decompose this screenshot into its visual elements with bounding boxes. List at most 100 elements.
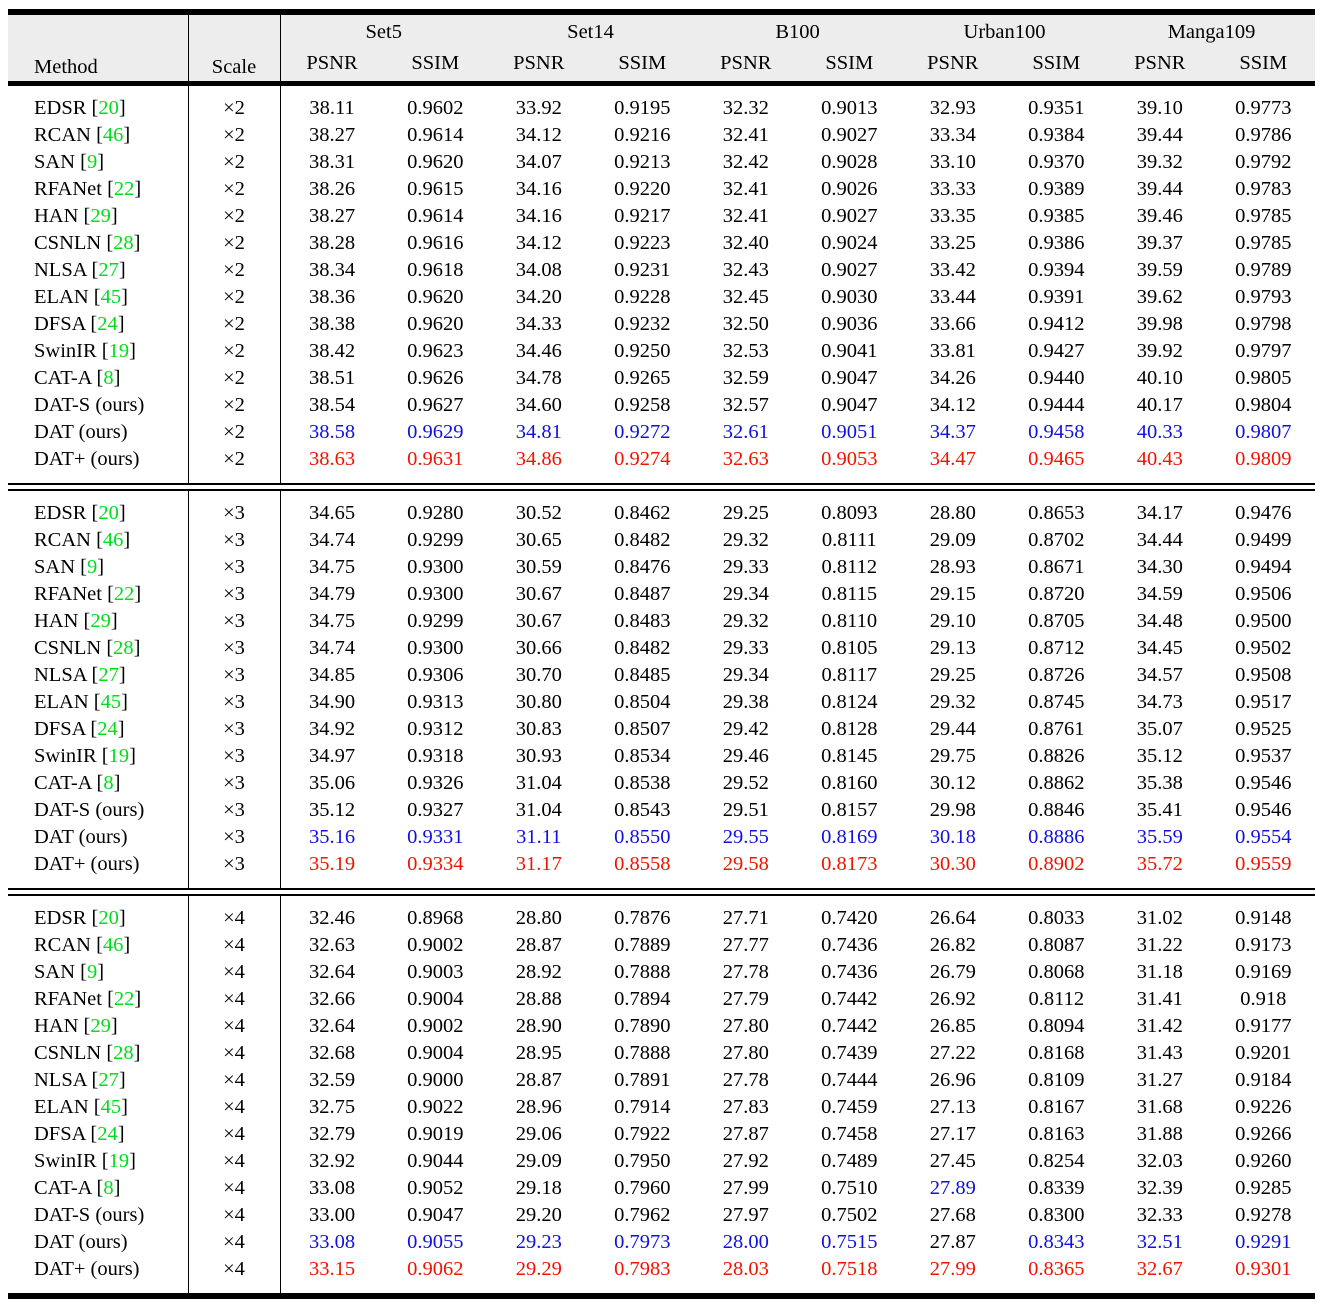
value-cell: 32.68: [279, 1040, 384, 1067]
value-cell: 0.9616: [407, 232, 464, 254]
value-cell: 0.7888: [614, 961, 671, 983]
method-cell: HAN [29]: [34, 610, 118, 632]
value-cell: 31.68: [1136, 1096, 1183, 1118]
scale-cell: ×2: [187, 203, 280, 230]
value-cell: 31.11: [516, 826, 562, 848]
header-row-datasets: Method Scale Set5 Set14 B100 Urban100 Ma…: [8, 12, 1316, 86]
value-cell: 39.44: [1136, 178, 1183, 200]
value-cell: 0.7444: [821, 1069, 878, 1091]
value-cell: 27.45: [929, 1150, 976, 1172]
value-cell: 0.7442: [821, 1015, 878, 1037]
table-row: CAT-A [8] ×4 33.08 0.9052 29.18 0.7960 27.99 0.…: [8, 1175, 1315, 1202]
value-cell: 26.85: [929, 1015, 976, 1037]
value-cell: 34.08: [515, 259, 562, 281]
value-cell: 39.59: [1136, 259, 1183, 281]
results-table-body: EDSR [20] ×2 38.11 0.9602 33.92 0.9195 32.32 0.…: [8, 83, 1316, 1296]
scale-cell: ×3: [187, 851, 280, 889]
value-cell: 0.9300: [407, 556, 464, 578]
method-cell: SwinIR [19]: [34, 1150, 136, 1172]
results-table: Method Scale Set5 Set14 B100 Urban100 Ma…: [8, 9, 1316, 1299]
value-cell: 0.9385: [1028, 205, 1085, 227]
method-cell: ELAN [45]: [34, 286, 128, 308]
value-cell: 0.9631: [407, 448, 464, 470]
value-cell: 40.43: [1136, 448, 1183, 470]
method-cell: NLSA [27]: [34, 664, 126, 686]
value-cell: 0.8968: [407, 907, 464, 929]
value-cell: 0.9313: [407, 691, 464, 713]
value-cell: 0.8160: [821, 772, 878, 794]
value-cell: 28.00: [722, 1231, 769, 1253]
value-cell: 31.22: [1136, 934, 1183, 956]
value-cell: 39.46: [1136, 205, 1183, 227]
value-cell: 0.9508: [1235, 664, 1292, 686]
value-cell: 31.17: [515, 853, 562, 875]
col-header-ssim: SSIM: [590, 46, 695, 86]
value-cell: 0.7914: [614, 1096, 671, 1118]
value-cell: 28.87: [515, 1069, 562, 1091]
value-cell: 34.33: [515, 313, 562, 335]
table-row: ELAN [45] ×3 34.90 0.9313 30.80 0.8504 29.38 0.…: [8, 689, 1315, 716]
value-cell: 0.9444: [1028, 394, 1085, 416]
value-cell: 38.28: [279, 230, 384, 257]
value-cell: 31.41: [1136, 988, 1183, 1010]
citation-number: 24: [97, 1123, 118, 1145]
value-cell: 0.9291: [1235, 1231, 1292, 1253]
value-cell: 38.63: [279, 446, 384, 484]
value-cell: 27.89: [929, 1177, 976, 1199]
value-cell: 40.10: [1136, 367, 1183, 389]
citation-number: 28: [113, 232, 134, 254]
value-cell: 33.08: [279, 1229, 384, 1256]
value-cell: 0.9525: [1235, 718, 1292, 740]
value-cell: 0.8462: [614, 502, 671, 524]
value-cell: 28.80: [929, 502, 976, 524]
table-row: DAT+ (ours) ×3 35.19 0.9334 31.17 0.8558 29.58…: [8, 851, 1315, 889]
value-cell: 32.41: [722, 205, 769, 227]
col-header-ssim: SSIM: [1004, 46, 1109, 86]
table-row: RCAN [46] ×4 32.63 0.9002 28.87 0.7889 27.77 0.…: [8, 932, 1315, 959]
value-cell: 0.8483: [614, 610, 671, 632]
col-header-scale: Scale: [187, 12, 280, 86]
value-cell: 0.7436: [821, 934, 878, 956]
scale-cell: ×2: [187, 446, 280, 484]
block-separator-rule: [8, 483, 1316, 491]
value-cell: 39.62: [1136, 286, 1183, 308]
value-cell: 32.51: [1136, 1231, 1183, 1253]
value-cell: 29.33: [722, 556, 769, 578]
value-cell: 32.39: [1136, 1177, 1183, 1199]
scale-cell: ×3: [187, 635, 280, 662]
scale-cell: ×4: [187, 1202, 280, 1229]
value-cell: 34.16: [515, 205, 562, 227]
value-cell: 0.9792: [1235, 151, 1292, 173]
method-cell: SAN [9]: [34, 556, 105, 578]
value-cell: 0.9798: [1235, 313, 1292, 335]
value-cell: 40.17: [1136, 394, 1183, 416]
value-cell: 29.34: [722, 664, 769, 686]
citation-number: 45: [100, 1096, 122, 1118]
value-cell: 34.30: [1136, 556, 1183, 578]
value-cell: 33.25: [929, 232, 976, 254]
value-cell: 0.8671: [1028, 556, 1085, 578]
value-cell: 29.20: [515, 1204, 562, 1226]
value-cell: 34.45: [1136, 637, 1183, 659]
value-cell: 30.93: [515, 745, 562, 767]
value-cell: 34.97: [279, 743, 384, 770]
citation-number: 45: [100, 691, 122, 713]
citation-number: 27: [98, 664, 119, 686]
value-cell: 31.02: [1136, 907, 1183, 929]
citation-number: 24: [97, 718, 118, 740]
value-cell: 28.95: [515, 1042, 562, 1064]
table-row: DFSA [24] ×3 34.92 0.9312 30.83 0.8507 29.42 0.…: [8, 716, 1315, 743]
value-cell: 0.7876: [614, 907, 671, 929]
value-cell: 29.18: [515, 1177, 562, 1199]
value-cell: 0.8558: [614, 853, 671, 875]
value-cell: 32.93: [929, 97, 976, 119]
value-cell: 0.9266: [1235, 1123, 1292, 1145]
value-cell: 32.41: [722, 124, 769, 146]
value-cell: 0.9026: [821, 178, 878, 200]
col-header-set5: Set5: [279, 12, 488, 46]
value-cell: 0.9299: [407, 529, 464, 551]
value-cell: 29.33: [722, 637, 769, 659]
col-header-psnr: PSNR: [487, 46, 591, 86]
value-cell: 0.9217: [614, 205, 671, 227]
value-cell: 27.17: [929, 1123, 976, 1145]
